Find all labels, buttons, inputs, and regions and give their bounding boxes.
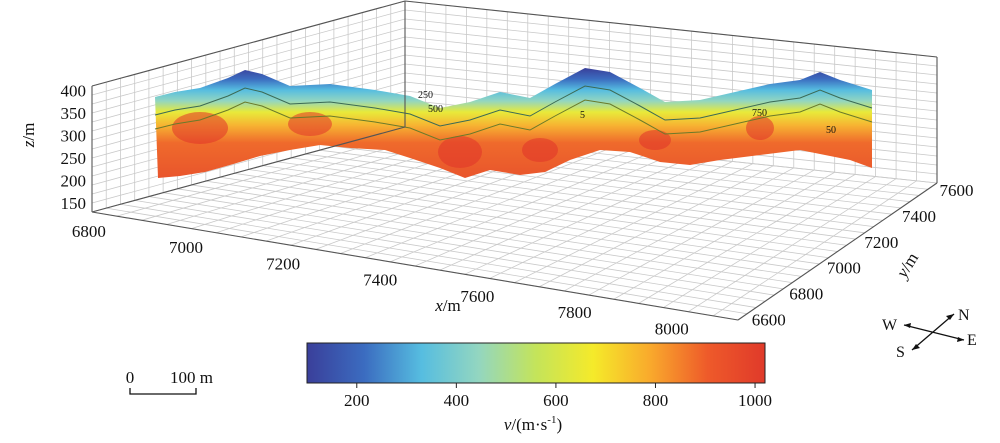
floor-gridline-y [134,200,766,302]
x-tick-label: 7600 [460,287,494,306]
x-tick-label: 6800 [72,222,106,241]
floor-gridline-y [248,169,838,252]
floor-gridline-y [120,203,757,308]
high-velocity-patch [639,130,671,150]
sidewall-gridline-z [91,27,406,114]
floor-gridline-y [163,192,784,290]
z-tick-label: 150 [61,194,87,213]
floor-gridline-y [276,161,856,240]
floor-gridline-y [305,153,874,227]
x-tick-label: 7400 [363,271,397,290]
arrowhead-e [957,337,964,342]
z-tick-label: 250 [61,149,87,168]
floor-gridline-y [205,180,811,271]
colorbar: 200 400 600 800 1000 v/(m·s-1) [306,342,772,434]
velocity-section: 250 500 5 750 50 [154,68,873,178]
colorbar-ticks: 200 400 600 800 1000 [344,383,772,410]
z-tick-label: 200 [61,172,87,191]
y-tick-label: 7000 [827,259,861,278]
floor-gridline-y [177,188,793,284]
colorbar-tick-label: 400 [444,391,470,410]
x-axis-label: x/m [434,296,461,315]
contour-label: 750 [752,108,767,119]
floor-gridline-y [191,184,802,277]
z-tick-label: 300 [61,127,87,146]
y-tick-label: 6600 [752,310,786,329]
frame-layer [91,0,938,321]
high-velocity-patch [288,112,332,136]
x-tick-label: 7200 [266,254,300,273]
compass-rose: N E S W [882,307,977,361]
colorbar-tick-label: 600 [543,391,569,410]
y-axis-label: y/m [891,249,922,282]
compass-e: E [967,332,977,349]
floor-gridline-y [319,149,883,221]
arrowhead-w [904,323,911,328]
colorbar-ramp [306,342,766,384]
arrowhead-n [946,314,954,320]
x-tick-label: 7000 [169,238,203,257]
frame-right-edge [737,182,938,321]
scale-bar-zero: 0 [126,368,135,387]
z-tick-label: 350 [61,104,87,123]
frame-top-back-edge [404,0,938,58]
sidewall-gridline-z [91,9,406,96]
scale-bar-line [129,388,197,395]
compass-w: W [882,317,898,334]
frame-top-left-edge [91,0,406,87]
z-tick-label: 400 [61,82,87,101]
contour-label: 50 [826,125,836,136]
contour-label: 500 [428,104,443,115]
frame-left-floor-edge [91,126,406,213]
sidewall-gridline-z [91,18,406,105]
backwall-gridline-z [404,18,938,76]
floor-gridline-y [262,165,847,246]
compass-n: N [958,307,970,324]
z-axis-label: z/m [19,123,38,149]
y-tick-label: 6800 [789,285,823,304]
high-velocity-patch [746,116,774,140]
colorbar-tick-label: 1000 [738,391,772,410]
velocity-contour [154,85,873,127]
compass-we-arrow [903,324,965,341]
contour-label: 5 [580,110,585,121]
backwall-gridline-z [404,27,938,85]
high-velocity-patch [438,136,482,168]
x-tick-label: 7800 [558,303,592,322]
compass-s: S [896,344,905,361]
velocity-contour [154,99,873,141]
floor-gridline-y [219,176,820,265]
tick-labels: 1502002503003504006800700072007400760078… [61,82,974,339]
scale-bar: 0 100 m [126,368,213,395]
scale-bar-label: 100 m [170,368,213,387]
arrowhead-s [912,344,920,350]
y-tick-label: 7200 [864,233,898,252]
high-velocity-patch [172,112,228,144]
y-tick-label: 7600 [939,181,973,200]
floor-gridline-y [106,207,748,315]
high-velocity-patch [522,138,558,162]
floor-gridline-y [148,196,775,296]
contour-label: 250 [418,90,433,101]
colorbar-tick-label: 800 [643,391,669,410]
backwall-gridline-z [404,9,938,67]
velocity-section-body [155,68,872,178]
frame-front-edge [91,211,739,321]
colorbar-tick-label: 200 [344,391,370,410]
floor-gridline-y [234,172,829,259]
y-tick-label: 7400 [902,207,936,226]
colorbar-label: v/(m·s-1) [504,414,562,434]
x-tick-label: 8000 [655,319,689,338]
floor-gridline-y [291,157,865,234]
